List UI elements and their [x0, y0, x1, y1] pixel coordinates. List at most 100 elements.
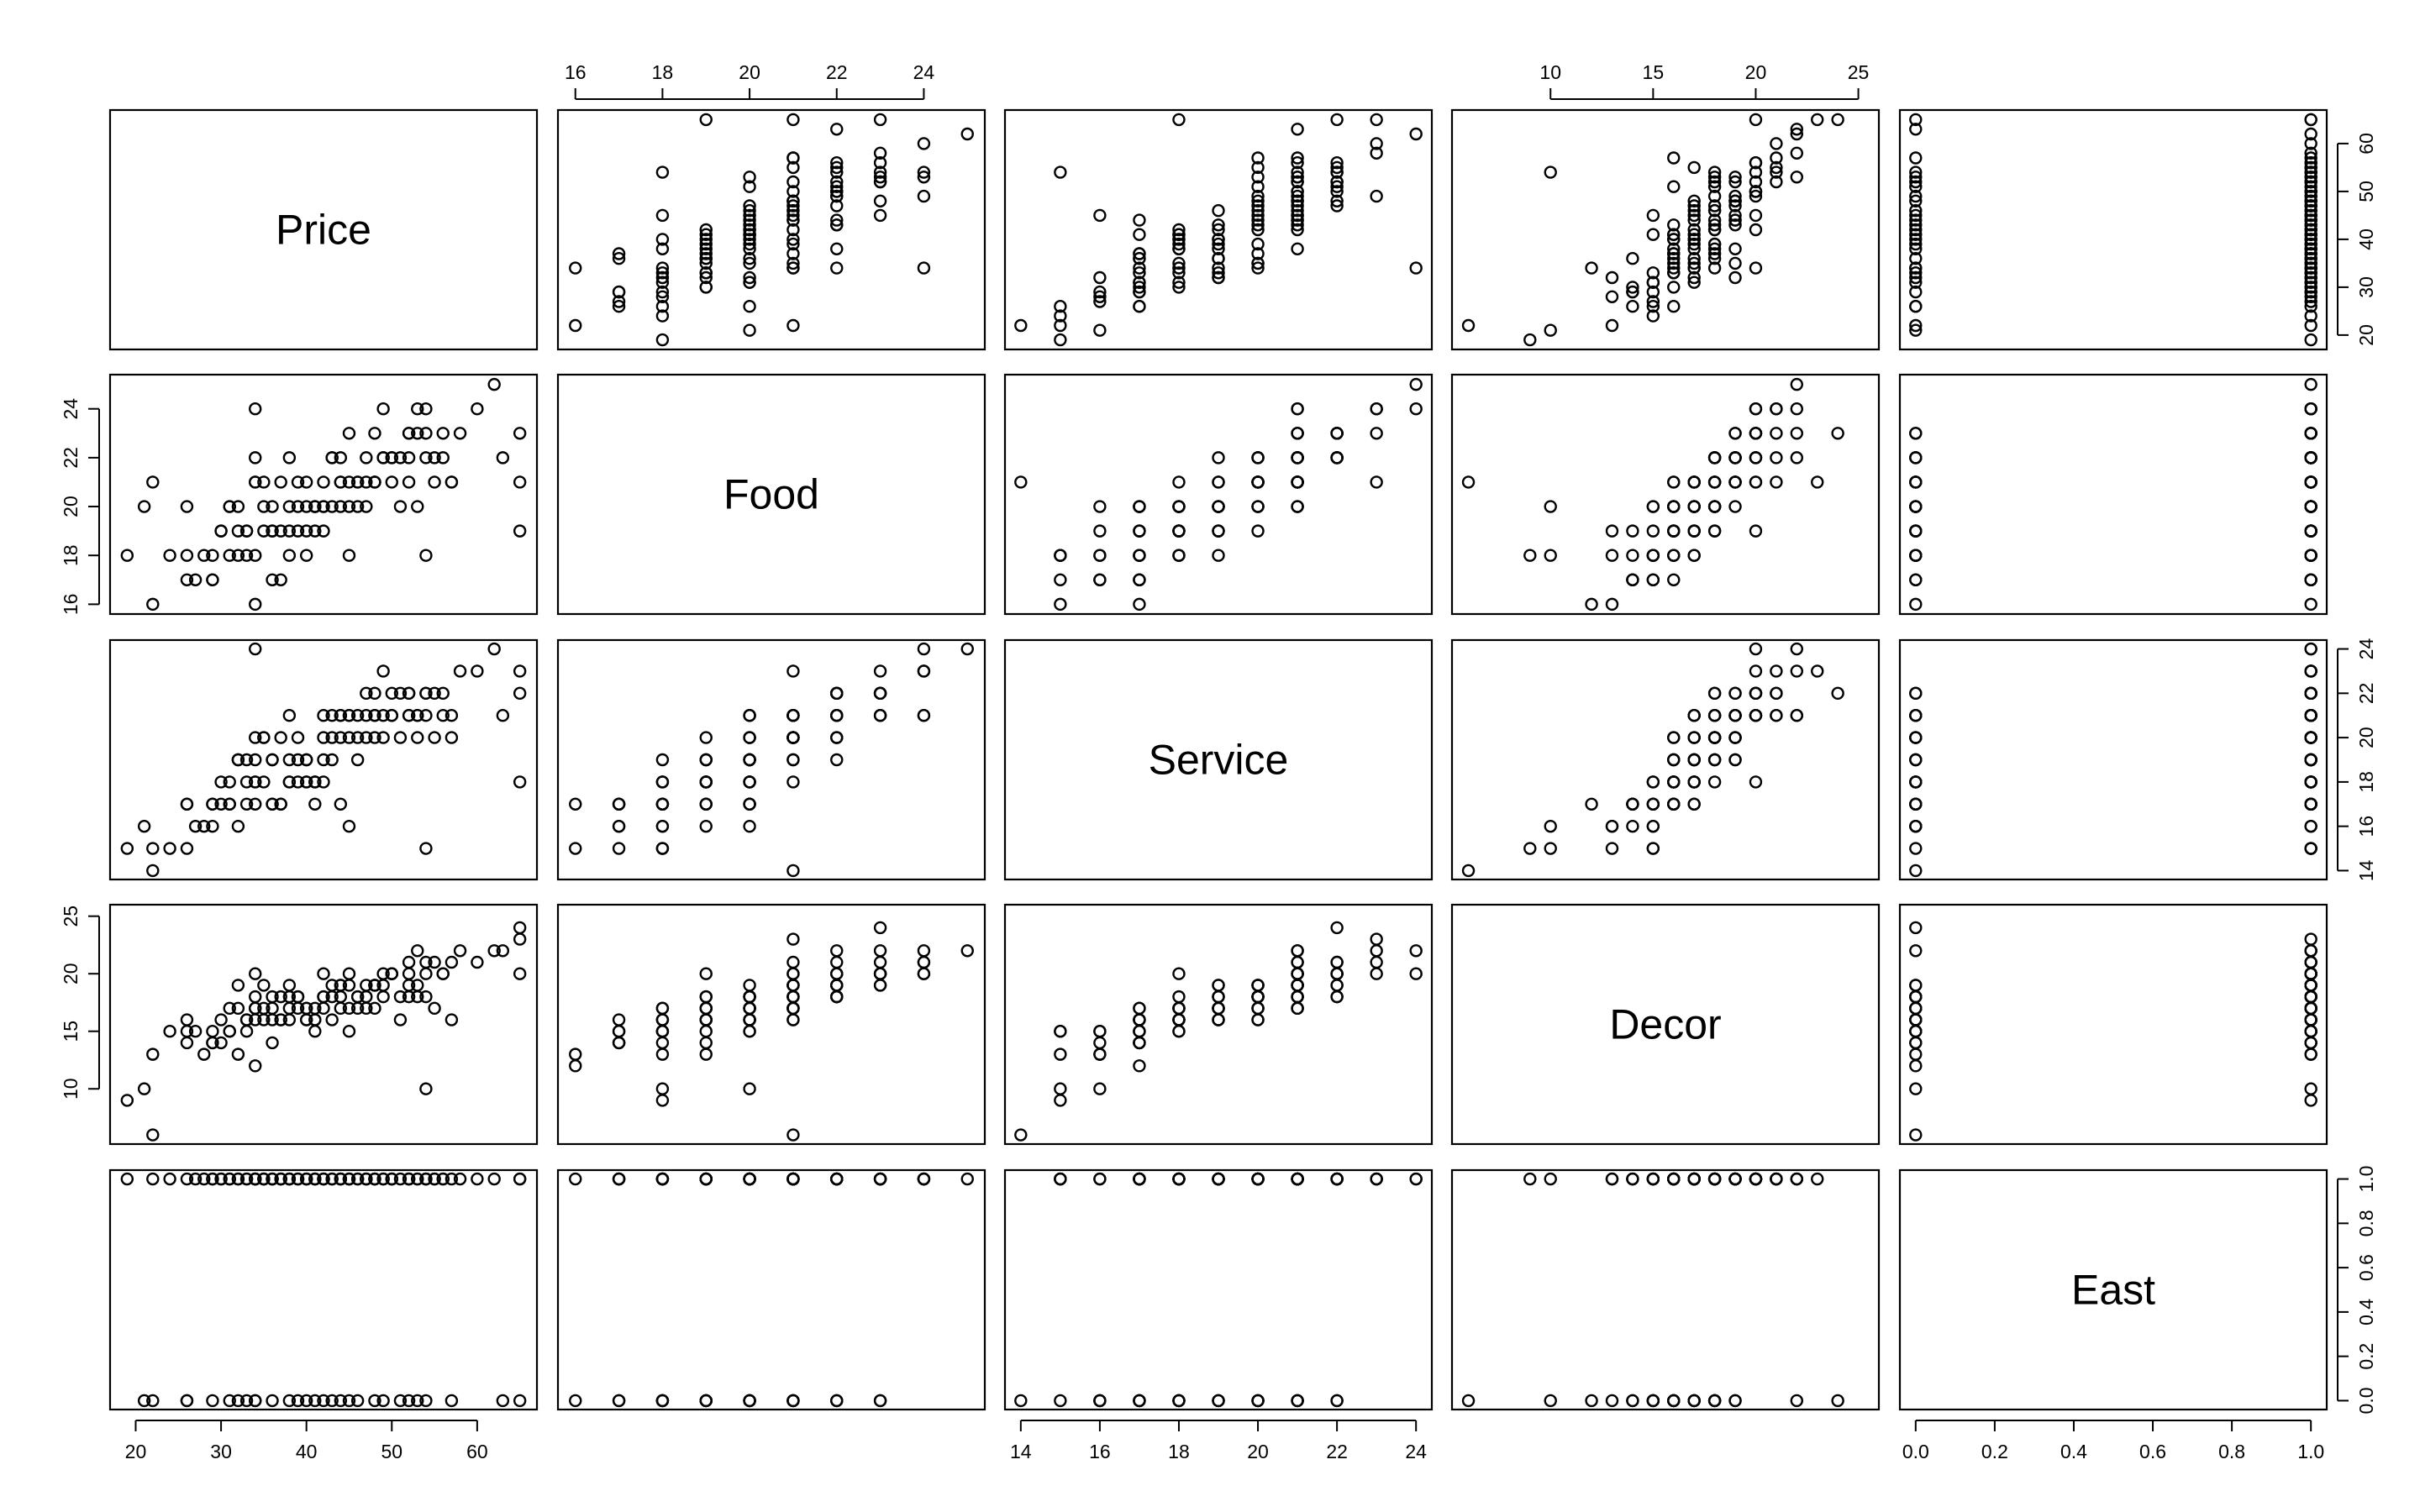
data-point — [743, 1025, 756, 1038]
data-point — [282, 753, 297, 767]
data-point — [1687, 276, 1701, 289]
data-point — [1770, 427, 1783, 440]
data-point — [2304, 199, 2317, 213]
data-point — [743, 237, 756, 251]
data-point — [266, 500, 279, 513]
data-point — [2304, 932, 2317, 946]
data-point — [1909, 242, 1923, 255]
data-point — [2304, 979, 2317, 992]
data-point — [1749, 208, 1763, 223]
data-point — [1667, 261, 1681, 275]
data-point — [1133, 281, 1146, 294]
data-point — [830, 175, 844, 189]
data-point — [830, 261, 844, 275]
data-point — [1707, 189, 1722, 203]
data-point — [1646, 276, 1660, 289]
tick-label: 16 — [565, 61, 587, 83]
data-point — [1093, 1082, 1107, 1095]
data-point — [1330, 955, 1344, 969]
data-point — [873, 955, 887, 969]
data-point — [1749, 664, 1763, 678]
data-point — [249, 753, 262, 767]
data-point — [206, 1036, 219, 1050]
data-point — [1687, 500, 1701, 513]
data-point — [257, 731, 271, 744]
data-point — [2304, 1082, 2317, 1095]
data-point — [513, 686, 527, 701]
data-point — [1728, 500, 1742, 513]
data-point — [1909, 113, 1923, 127]
data-point — [1212, 252, 1225, 265]
data-point — [786, 990, 800, 1004]
data-point — [1687, 261, 1701, 275]
data-point — [2304, 1036, 2317, 1050]
data-point — [214, 797, 228, 811]
data-point — [299, 1394, 313, 1408]
data-point — [1291, 171, 1304, 184]
data-point — [1605, 1172, 1619, 1186]
data-point — [1133, 573, 1146, 586]
data-point — [1646, 524, 1660, 538]
data-point — [2304, 203, 2317, 218]
data-point — [266, 524, 279, 538]
data-point — [436, 427, 450, 440]
data-point — [1790, 123, 1804, 136]
data-point — [419, 451, 433, 465]
data-point — [393, 1013, 408, 1026]
data-point — [513, 1172, 527, 1186]
data-point — [612, 295, 626, 308]
data-point — [1251, 451, 1265, 465]
data-point — [1667, 797, 1681, 811]
data-point — [342, 709, 356, 722]
data-point — [239, 524, 254, 538]
data-point — [1370, 967, 1383, 980]
data-point — [2304, 731, 2317, 744]
data-point — [334, 475, 348, 489]
data-point — [1605, 1394, 1619, 1408]
data-point — [1728, 242, 1742, 255]
data-point — [291, 990, 305, 1004]
panel-frame — [1898, 638, 2328, 881]
data-point — [1626, 252, 1639, 265]
data-point — [411, 709, 424, 722]
data-point — [513, 967, 527, 980]
data-point — [1054, 165, 1067, 179]
data-point — [419, 1172, 433, 1186]
tick-label: 25 — [60, 906, 82, 927]
data-point — [163, 1172, 176, 1186]
data-point — [1133, 500, 1146, 513]
data-point — [612, 1036, 626, 1050]
data-point — [350, 1394, 365, 1408]
data-point — [699, 247, 713, 260]
data-point — [1291, 151, 1304, 165]
data-point — [223, 500, 236, 513]
data-point — [1909, 208, 1923, 223]
data-point — [317, 1001, 330, 1016]
tick-label: 10 — [60, 1078, 82, 1100]
data-point — [2304, 451, 2317, 465]
data-point — [1909, 165, 1923, 179]
data-point — [917, 171, 931, 184]
data-point — [513, 664, 527, 678]
data-point — [830, 160, 844, 175]
data-point — [873, 944, 887, 958]
data-point — [1909, 237, 1923, 251]
data-point — [308, 775, 322, 789]
data-point — [873, 979, 887, 992]
data-point — [743, 242, 756, 255]
data-point — [1770, 137, 1783, 150]
data-point — [1212, 203, 1225, 218]
data-point — [1172, 242, 1186, 255]
data-point — [786, 151, 800, 165]
data-point — [197, 549, 211, 562]
data-point — [1707, 1394, 1722, 1408]
data-point — [1831, 113, 1844, 127]
data-point — [334, 709, 348, 722]
data-point — [402, 1172, 416, 1186]
data-point — [699, 228, 713, 241]
data-point — [2304, 261, 2317, 275]
data-point — [1749, 686, 1763, 701]
data-point — [428, 451, 441, 465]
panel-frame — [1450, 108, 1881, 351]
data-point — [317, 775, 330, 789]
